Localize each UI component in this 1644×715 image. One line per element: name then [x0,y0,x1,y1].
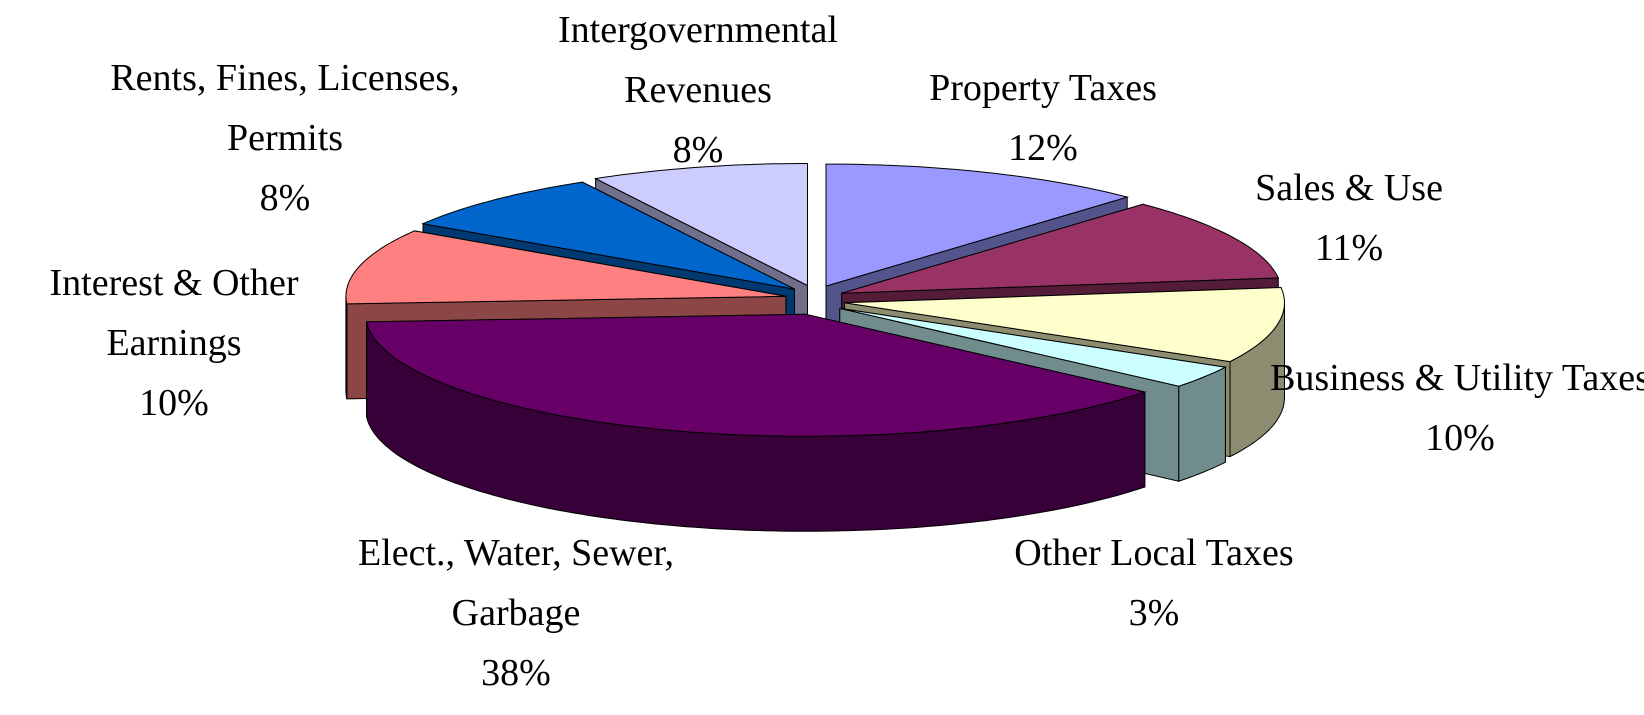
category-name: Rents, Fines, Licenses, Permits [110,57,460,159]
slice-label: Elect., Water, Sewer, Garbage 38% [346,523,686,703]
value-label: 10% [1425,417,1495,459]
slice [421,181,795,290]
slice-label: Business & Utility Taxes 10% [1270,348,1644,468]
slice-label: Interest & Other Earnings 10% [0,253,349,433]
slice [844,286,1286,363]
value-label: 12% [1008,127,1078,169]
value-label: 38% [481,652,551,694]
slice [825,163,1130,287]
value-label: 8% [259,177,311,219]
value-label: 8% [672,129,724,171]
category-name: Property Taxes [929,67,1157,109]
value-label: 3% [1128,592,1180,634]
category-name: Other Local Taxes [1014,532,1294,574]
slice [345,230,786,305]
slice-label: Intergovernmental Revenues 8% [508,0,888,180]
value-label: 10% [139,382,209,424]
slice-label: Property Taxes 12% [833,58,1253,178]
value-label: 11% [1314,227,1384,269]
slice-label: Sales & Use 11% [1169,158,1529,278]
category-name: Business & Utility Taxes [1270,357,1644,399]
category-name: Intergovernmental Revenues [558,9,838,111]
slice [593,163,808,287]
slice [839,307,1228,387]
category-name: Interest & Other Earnings [49,262,299,364]
slice-label: Other Local Taxes 3% [944,523,1364,643]
slice [841,203,1280,294]
slice [365,313,1147,437]
category-name: Elect., Water, Sewer, Garbage [357,532,675,634]
slice-label: Rents, Fines, Licenses, Permits 8% [95,48,475,228]
category-name: Sales & Use [1255,167,1443,209]
